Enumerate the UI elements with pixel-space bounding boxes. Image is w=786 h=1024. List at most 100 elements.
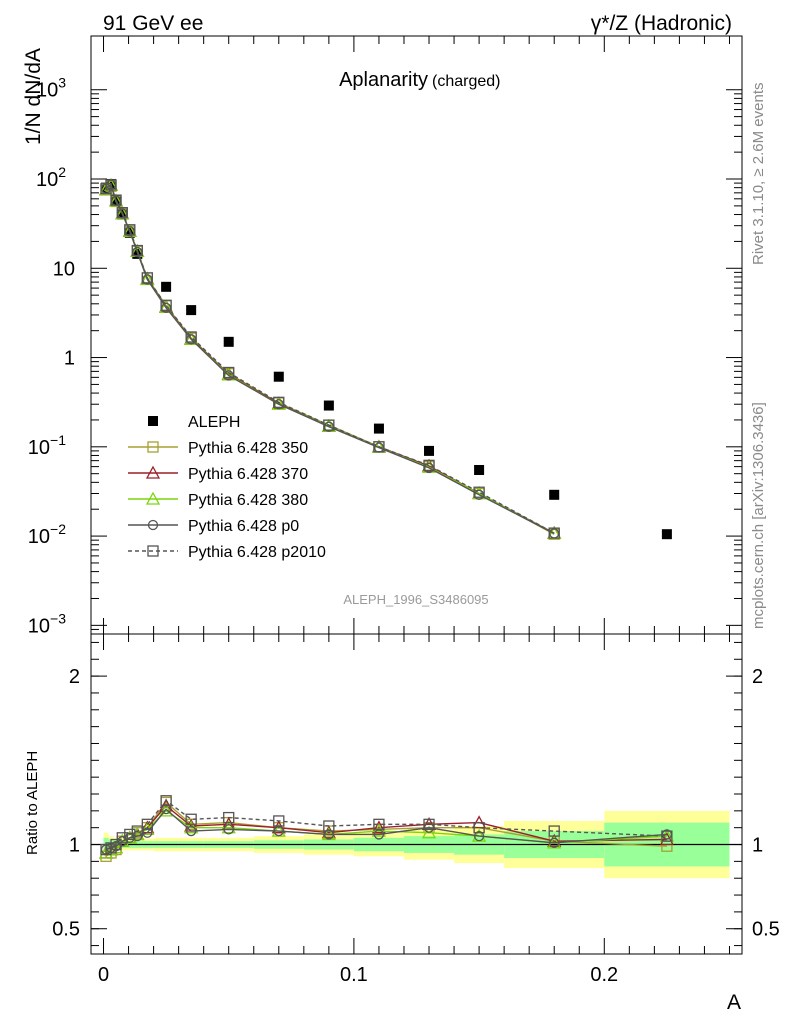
ratio-data-point	[323, 820, 335, 832]
x-tick-label: 0.1	[340, 964, 368, 986]
header-left: 91 GeV ee	[103, 12, 203, 35]
legend-label: Pythia 6.428 p0	[188, 518, 299, 535]
ratio-y-tick-label: 0.5	[52, 919, 80, 941]
ratio-data-point	[221, 820, 236, 834]
legend-marker	[147, 545, 159, 557]
ratio-data-point	[124, 828, 136, 841]
data-point	[424, 445, 435, 456]
main-ylabel: 1/N dN/dA	[22, 48, 45, 145]
ratio-data-point	[160, 795, 172, 807]
ratio-data-point	[116, 832, 128, 844]
data-point	[131, 244, 143, 257]
data-point	[373, 441, 385, 453]
ratio-plot-panel: Ratio to ALEPH 0.5 0.5 1 1 2 2 0 0.1 0.2	[24, 633, 780, 986]
ratio-data-point	[423, 818, 435, 830]
data-point	[323, 400, 334, 411]
series-4	[100, 179, 560, 539]
data-point	[548, 527, 560, 539]
y-tick-exponent: 2	[58, 164, 66, 180]
ratio-data-point	[373, 818, 385, 830]
data-point	[110, 194, 122, 206]
ratio-data-point	[473, 822, 485, 834]
header-right: γ*/Z (Hadronic)	[591, 12, 732, 35]
ratio-data-point	[110, 838, 122, 851]
data-point	[160, 299, 172, 311]
ratio-data-point	[549, 837, 560, 848]
series-5	[100, 179, 560, 539]
ratio-y-tick-label-right: 2	[752, 666, 763, 688]
data-point	[323, 419, 335, 431]
data-point	[185, 331, 197, 343]
data-point	[223, 336, 234, 347]
data-point	[105, 179, 117, 191]
ratio-plot-frame	[90, 633, 743, 955]
legend-marker	[147, 441, 159, 453]
y-tick-exponent: −1	[50, 432, 66, 448]
y-tick-label: 10−2	[28, 521, 66, 548]
legend-marker	[145, 491, 161, 505]
y-tick-label: 10−1	[28, 432, 66, 459]
ratio-data-point	[547, 833, 562, 847]
legend-label: Pythia 6.428 370	[188, 466, 308, 483]
mcplots-label: mcplots.cern.ch [arXiv:1306.3436]	[750, 402, 767, 629]
y-tick-label: 10	[53, 258, 75, 280]
y-tick-label: 1	[64, 348, 75, 370]
data-point	[161, 281, 172, 292]
ratio-data-point	[185, 813, 197, 825]
ratio-y-tick-label: 2	[69, 666, 80, 688]
legend-label: Pythia 6.428 380	[188, 492, 308, 509]
ratio-data-point	[421, 825, 437, 839]
data-point	[141, 272, 153, 284]
ratio-data-point	[548, 825, 560, 837]
data-point	[186, 305, 197, 316]
series-line	[105, 183, 555, 535]
ratio-y-tick-label-right: 1	[752, 835, 763, 857]
rivet-label: Rivet 3.1.10, ≥ 2.6M events	[750, 83, 767, 266]
series-3	[98, 177, 562, 540]
y-tick-exponent: −2	[50, 521, 66, 537]
y-tick-label: 102	[36, 164, 66, 191]
ratio-y-tick-label: 1	[69, 835, 80, 857]
ratio-data-point	[371, 820, 387, 834]
data-point	[373, 423, 384, 434]
ratio-data-point	[323, 829, 335, 840]
ratio-ylabel: Ratio to ALEPH	[24, 751, 41, 855]
ratio-data-point	[131, 825, 143, 837]
ratio-data-point	[186, 825, 197, 837]
series-2	[98, 177, 562, 539]
legend: ALEPH Pythia 6.428 350 Pythia 6.428 370 Pyt…	[128, 414, 326, 561]
main-plot-panel: Aplanarity (charged) 1/N dN/dA ALEPH_199…	[22, 35, 743, 637]
ratio-y-tick-label-right: 0.5	[752, 919, 780, 941]
ratio-data-point	[141, 818, 153, 830]
legend-label: Pythia 6.428 p2010	[188, 544, 326, 561]
legend-marker	[148, 416, 158, 426]
series-line	[105, 185, 555, 535]
y-tick-exponent: −3	[50, 610, 66, 626]
x-tick-label: 0	[98, 964, 109, 986]
data-point	[124, 224, 136, 236]
ratio-series-4	[100, 795, 673, 856]
ratio-data-point	[160, 804, 172, 815]
series-line	[105, 183, 555, 534]
ratio-data-point	[223, 824, 234, 835]
data-point	[273, 396, 285, 408]
legend-label: Pythia 6.428 350	[188, 440, 308, 457]
data-point	[423, 459, 435, 471]
series-line	[105, 184, 555, 534]
data-point	[661, 529, 672, 540]
series-1	[100, 180, 560, 540]
y-tick-label: 103	[36, 75, 66, 102]
plot-subtitle: (charged)	[432, 73, 500, 90]
plot-title: Aplanarity	[339, 69, 428, 91]
series-line	[105, 184, 555, 535]
legend-label: ALEPH	[188, 414, 240, 431]
data-point	[549, 489, 560, 500]
legend-marker	[147, 519, 159, 531]
x-axis-label: A	[727, 991, 741, 1014]
series-0	[101, 178, 672, 540]
ratio-data-point	[223, 811, 235, 824]
ratio-data-point	[159, 803, 174, 817]
ratio-data-point	[321, 825, 336, 839]
data-point	[116, 206, 128, 219]
